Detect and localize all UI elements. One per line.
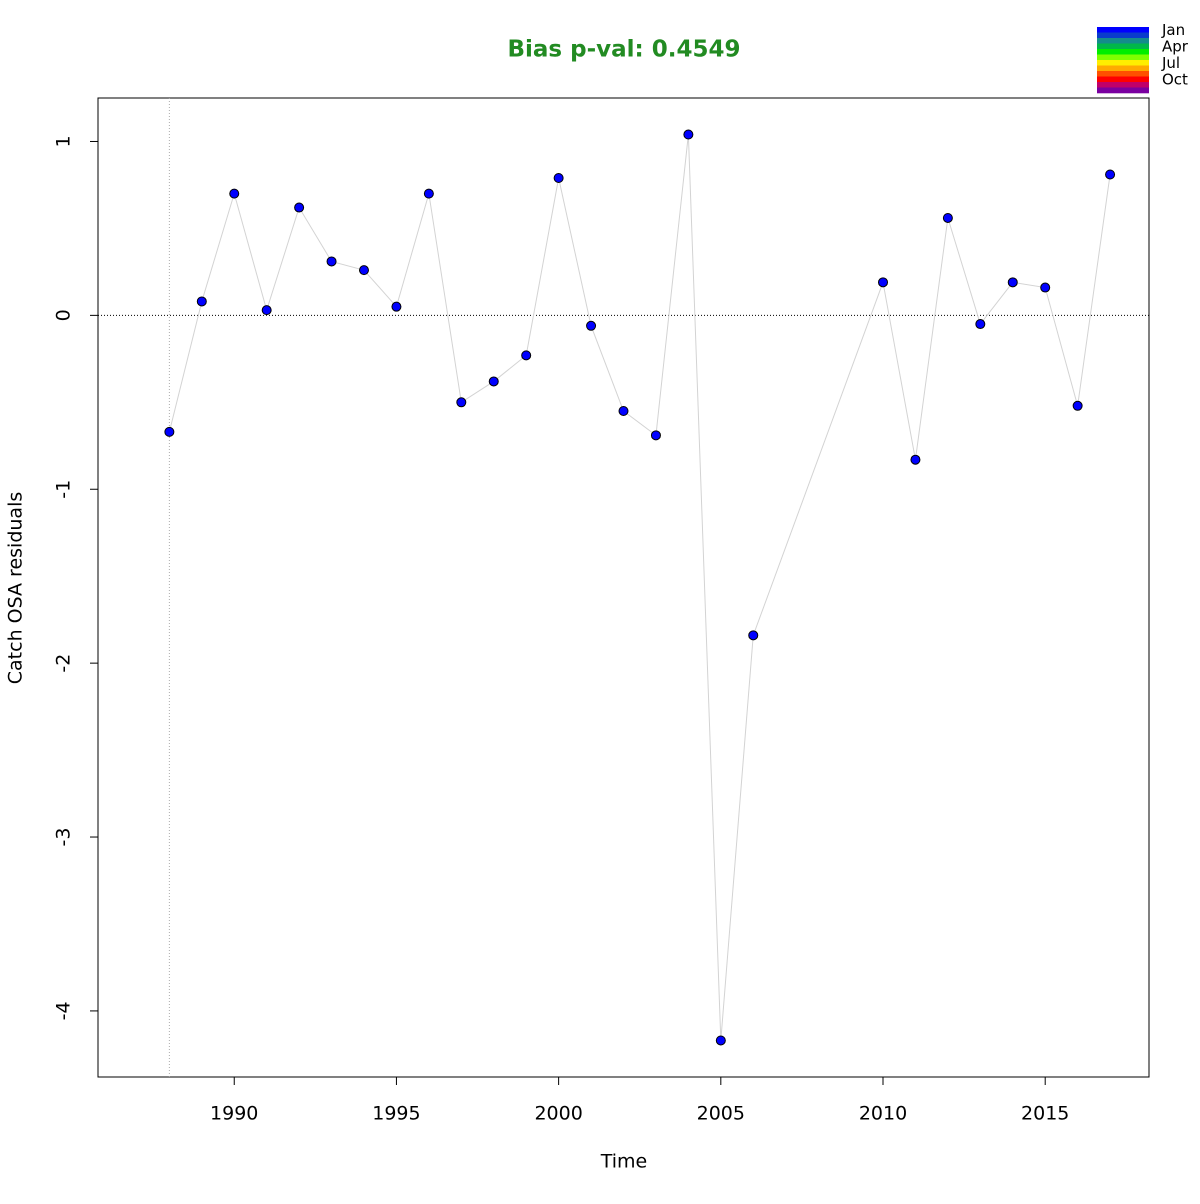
legend-swatch <box>1097 71 1149 77</box>
chart-title: Bias p-val: 0.4549 <box>508 37 741 63</box>
x-tick-label: 1990 <box>210 1103 258 1125</box>
plot-frame <box>97 97 1150 1078</box>
data-point <box>586 320 597 331</box>
x-tick-label: 2015 <box>1021 1103 1069 1125</box>
data-point <box>975 319 986 330</box>
data-point <box>488 376 499 387</box>
y-axis-label: Catch OSA residuals <box>5 492 27 684</box>
data-point <box>942 212 953 223</box>
data-point <box>683 129 694 140</box>
data-point <box>1040 282 1051 293</box>
data-point <box>748 630 759 641</box>
legend-swatch <box>1097 82 1149 88</box>
legend-swatch <box>1097 87 1149 94</box>
x-tick-label: 2000 <box>534 1103 582 1125</box>
data-point <box>650 430 661 441</box>
data-point <box>618 406 629 417</box>
data-point <box>1007 277 1018 288</box>
data-point <box>326 256 337 267</box>
data-point <box>878 277 889 288</box>
x-axis-label: Time <box>600 1151 648 1173</box>
y-tick-label: -3 <box>53 828 75 847</box>
legend-swatch <box>1097 32 1149 39</box>
legend-swatch <box>1097 76 1149 83</box>
legend-swatch <box>1097 54 1149 61</box>
legend-swatch <box>1097 43 1149 50</box>
data-point <box>456 397 467 408</box>
data-point <box>358 265 369 276</box>
data-point <box>553 172 564 183</box>
x-tick-label: 2005 <box>697 1103 745 1125</box>
legend-swatch <box>1097 49 1149 55</box>
legend-label: Jul <box>1161 54 1180 72</box>
y-tick-label: -2 <box>53 654 75 673</box>
legend-label: Jan <box>1161 21 1185 39</box>
series-line <box>168 134 1111 1041</box>
data-point <box>229 188 240 199</box>
legend-label: Oct <box>1162 71 1188 89</box>
data-point <box>521 350 532 361</box>
data-point <box>423 188 434 199</box>
x-tick-label: 1995 <box>372 1103 420 1125</box>
y-tick-label: 1 <box>53 135 75 147</box>
y-tick-label: -4 <box>53 1001 75 1020</box>
y-tick-label: 0 <box>53 309 75 321</box>
data-point <box>391 301 402 312</box>
x-tick-label: 2010 <box>859 1103 907 1125</box>
data-point <box>1072 400 1083 411</box>
data-point <box>715 1035 726 1046</box>
legend-swatch <box>1097 65 1149 72</box>
legend-swatch <box>1097 38 1149 44</box>
legend-label: Apr <box>1162 38 1189 56</box>
data-point <box>294 202 305 213</box>
legend-swatch <box>1097 27 1149 33</box>
data-point <box>164 426 175 437</box>
data-point <box>196 296 207 307</box>
y-tick-label: -1 <box>53 480 75 499</box>
legend-swatch <box>1097 60 1149 66</box>
data-point <box>1105 169 1116 180</box>
data-point <box>261 305 272 316</box>
data-point <box>910 454 921 465</box>
